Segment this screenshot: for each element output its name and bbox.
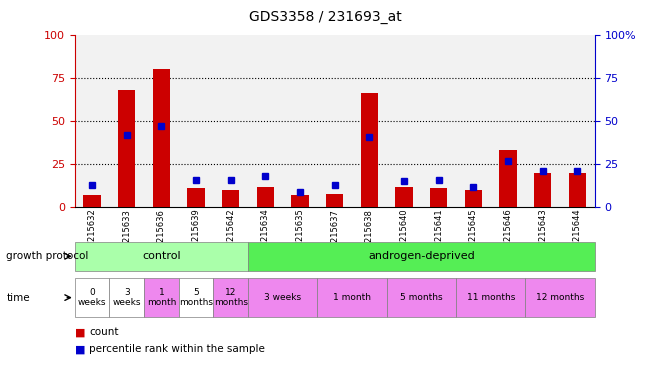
Bar [525, 35, 560, 207]
Bar [456, 35, 491, 207]
Bar [395, 187, 413, 207]
Text: time: time [6, 293, 30, 303]
Bar [248, 242, 595, 271]
Bar [179, 35, 213, 207]
Bar [118, 90, 135, 207]
Bar [317, 35, 352, 207]
Bar [248, 35, 283, 207]
Bar [352, 35, 387, 207]
Bar [153, 69, 170, 207]
Text: 5
months: 5 months [179, 288, 213, 307]
Text: GDS3358 / 231693_at: GDS3358 / 231693_at [248, 10, 402, 23]
Bar [499, 151, 517, 207]
Bar [421, 35, 456, 207]
Text: 3
weeks: 3 weeks [112, 288, 141, 307]
Bar [257, 187, 274, 207]
Text: 1 month: 1 month [333, 293, 371, 302]
Text: 12 months: 12 months [536, 293, 584, 302]
Bar [109, 35, 144, 207]
Text: 3 weeks: 3 weeks [264, 293, 302, 302]
Bar [213, 278, 248, 317]
Bar [187, 189, 205, 207]
Bar [525, 278, 595, 317]
Text: 12
months: 12 months [214, 288, 248, 307]
Bar [361, 93, 378, 207]
Bar [75, 242, 248, 271]
Bar [222, 190, 239, 207]
Bar [569, 173, 586, 207]
Text: control: control [142, 251, 181, 262]
Bar [491, 35, 525, 207]
Bar [144, 35, 179, 207]
Text: 11 months: 11 months [467, 293, 515, 302]
Bar [283, 35, 317, 207]
Bar [560, 35, 595, 207]
Text: ■: ■ [75, 344, 85, 354]
Bar [213, 35, 248, 207]
Text: 5 months: 5 months [400, 293, 443, 302]
Bar [75, 35, 109, 207]
Bar [83, 195, 101, 207]
Bar [387, 35, 421, 207]
Bar [75, 278, 109, 317]
Text: 1
month: 1 month [147, 288, 176, 307]
Text: androgen-deprived: androgen-deprived [368, 251, 474, 262]
Text: percentile rank within the sample: percentile rank within the sample [89, 344, 265, 354]
Text: ■: ■ [75, 327, 85, 337]
Bar [456, 278, 525, 317]
Bar [465, 190, 482, 207]
Bar [430, 189, 447, 207]
Bar [317, 278, 387, 317]
Text: count: count [89, 327, 118, 337]
Bar [248, 278, 317, 317]
Bar [326, 194, 343, 207]
Text: growth protocol: growth protocol [6, 251, 89, 262]
Bar [534, 173, 551, 207]
Bar [387, 278, 456, 317]
Bar [144, 278, 179, 317]
Text: 0
weeks: 0 weeks [78, 288, 107, 307]
Bar [179, 278, 213, 317]
Bar [109, 278, 144, 317]
Bar [291, 195, 309, 207]
